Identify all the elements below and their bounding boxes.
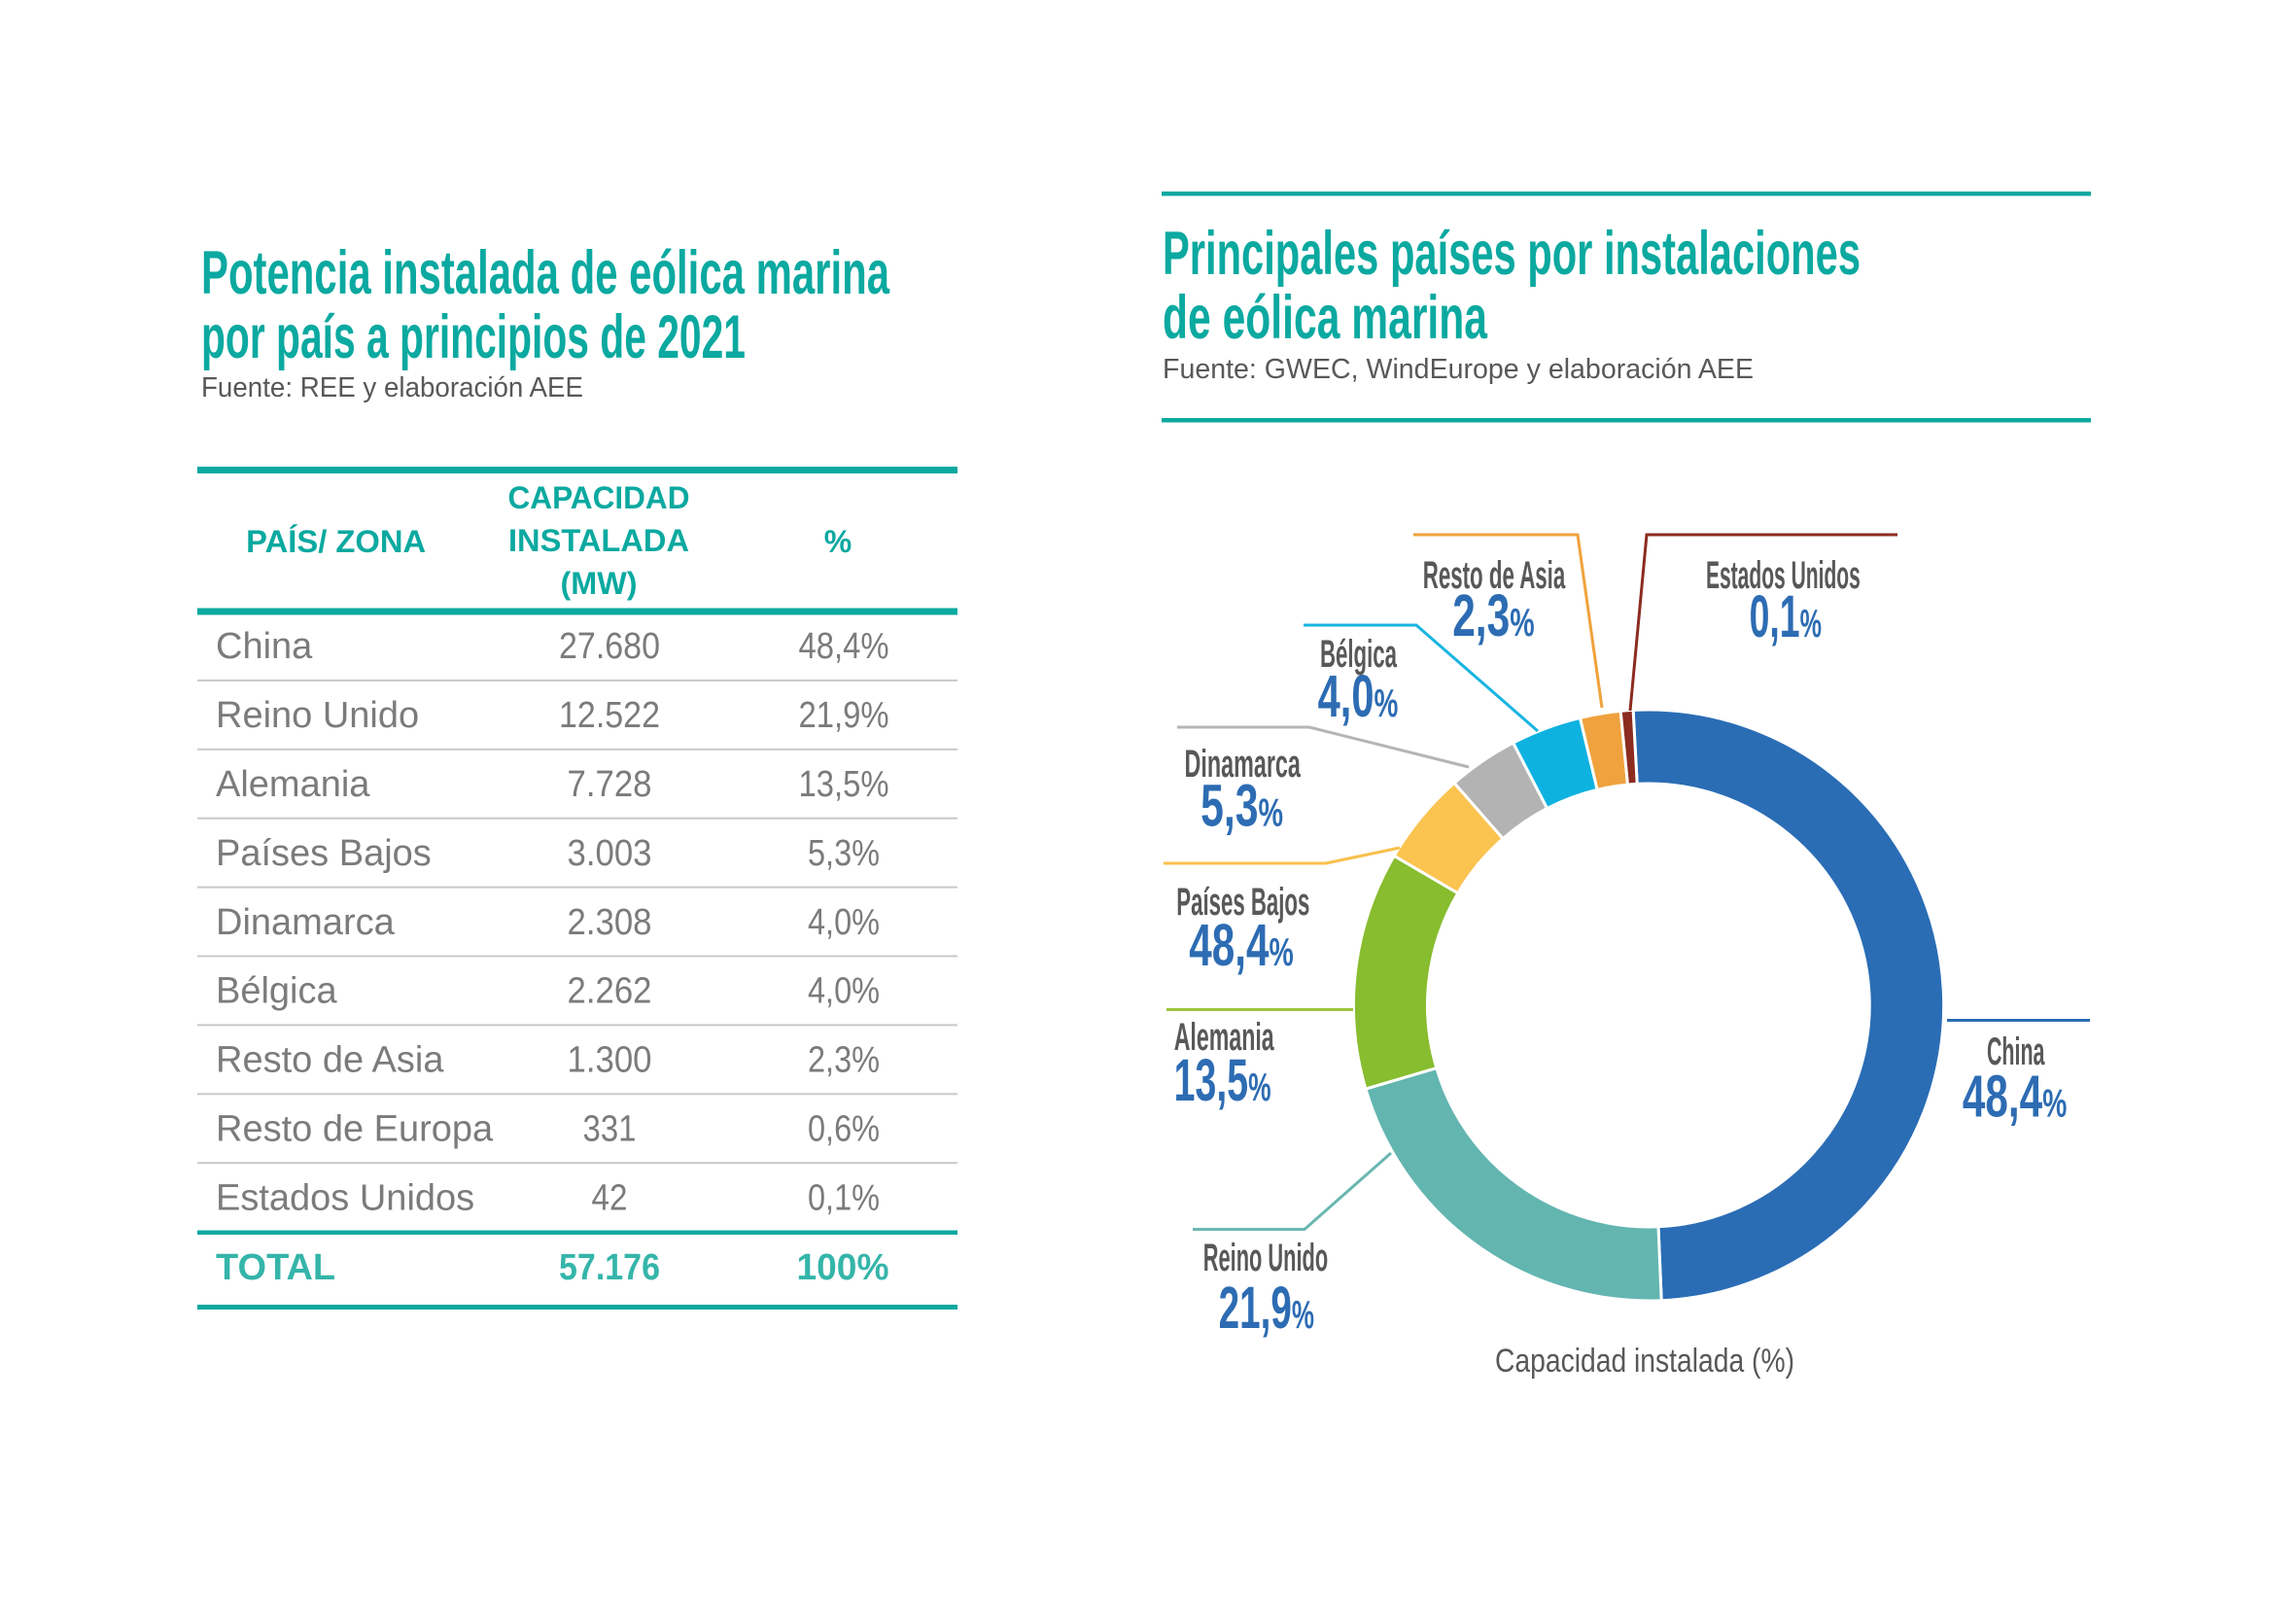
svg-text:0,1%: 0,1% (808, 1177, 880, 1218)
svg-text:de eólica marina: de eólica marina (1163, 284, 1488, 352)
svg-text:Países Bajos: Países Bajos (1176, 881, 1309, 924)
svg-text:48,4%: 48,4% (799, 626, 889, 667)
svg-text:Resto de Europa: Resto de Europa (216, 1109, 494, 1150)
svg-text:3.003: 3.003 (568, 833, 652, 874)
svg-text:7.728: 7.728 (568, 764, 652, 805)
svg-text:2.308: 2.308 (568, 902, 652, 943)
svg-text:57.176: 57.176 (559, 1247, 660, 1288)
svg-text:Bélgica: Bélgica (1320, 633, 1398, 676)
svg-text:Resto de Asia: Resto de Asia (1423, 554, 1566, 597)
svg-text:4,0%: 4,0% (808, 902, 880, 943)
svg-text:por país a principios de 2021: por país a principios de 2021 (201, 303, 746, 371)
svg-text:Fuente: GWEC, WindEurope y ela: Fuente: GWEC, WindEurope y elaboración A… (1163, 354, 1754, 385)
svg-text:Dinamarca: Dinamarca (216, 902, 396, 943)
svg-text:Reino Unido: Reino Unido (216, 695, 419, 736)
svg-text:0,6%: 0,6% (808, 1109, 880, 1150)
svg-text:Bélgica: Bélgica (216, 971, 337, 1012)
svg-text:27.680: 27.680 (559, 626, 660, 667)
svg-text:13,5%: 13,5% (1174, 1047, 1271, 1113)
svg-text:PAÍS/ ZONA: PAÍS/ ZONA (246, 524, 426, 559)
svg-text:Alemania: Alemania (216, 764, 370, 805)
svg-text:Resto de Asia: Resto de Asia (216, 1040, 444, 1081)
svg-text:5,3%: 5,3% (808, 833, 880, 874)
svg-text:Países Bajos: Países Bajos (216, 833, 432, 874)
svg-text:13,5%: 13,5% (799, 764, 889, 805)
svg-text:2,3%: 2,3% (808, 1040, 880, 1081)
svg-text:Dinamarca: Dinamarca (1185, 743, 1302, 786)
svg-text:42: 42 (592, 1177, 628, 1218)
svg-text:21,9%: 21,9% (799, 695, 889, 736)
svg-text:Capacidad instalada (%): Capacidad instalada (%) (1495, 1343, 1794, 1380)
svg-text:Alemania: Alemania (1174, 1016, 1274, 1059)
svg-text:CAPACIDAD: CAPACIDAD (508, 480, 690, 515)
svg-text:INSTALADA: INSTALADA (508, 523, 689, 558)
svg-text:2.262: 2.262 (568, 971, 652, 1012)
svg-text:Potencia instalada de eólica m: Potencia instalada de eólica marina (201, 239, 890, 307)
svg-text:0,1%: 0,1% (1750, 583, 1822, 649)
svg-text:48,4%: 48,4% (1963, 1064, 2067, 1130)
svg-text:12.522: 12.522 (559, 695, 660, 736)
svg-text:%: % (824, 524, 852, 559)
svg-text:100%: 100% (797, 1247, 889, 1288)
svg-text:1.300: 1.300 (568, 1040, 652, 1081)
svg-text:Estados Unidos: Estados Unidos (216, 1177, 474, 1218)
svg-text:21,9%: 21,9% (1219, 1275, 1314, 1341)
svg-text:China: China (216, 626, 313, 667)
svg-text:4,0%: 4,0% (808, 971, 880, 1012)
svg-text:Reino Unido: Reino Unido (1203, 1237, 1328, 1279)
svg-text:(MW): (MW) (561, 566, 638, 601)
svg-text:331: 331 (583, 1109, 637, 1150)
svg-text:TOTAL: TOTAL (216, 1247, 335, 1288)
svg-text:China: China (1987, 1031, 2045, 1073)
svg-text:Fuente: REE y elaboración AEE: Fuente: REE y elaboración AEE (201, 372, 583, 403)
svg-text:Principales países por instala: Principales países por instalaciones (1163, 220, 1861, 288)
svg-text:Estados Unidos: Estados Unidos (1706, 554, 1861, 597)
